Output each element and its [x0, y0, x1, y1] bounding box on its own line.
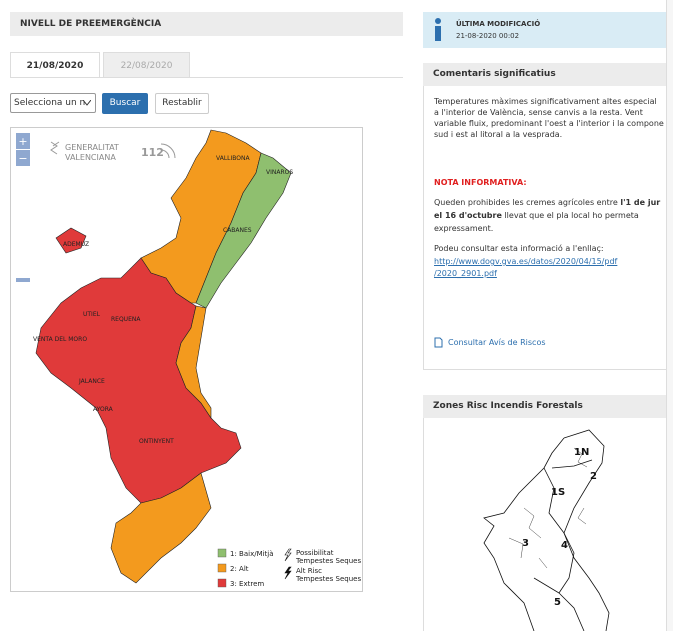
info-box: ÚLTIMA MODIFICACIÓ 21-08-2020 00:02 [423, 12, 673, 48]
text-bold: el 16 d'octubre [434, 211, 502, 220]
logo-icon [50, 141, 60, 155]
map: + − GENERALITAT VALENCIANA 112 VALLIBONA… [10, 127, 363, 592]
text: Queden prohibides les cremes agrícoles e… [434, 198, 621, 207]
divider [10, 77, 403, 78]
logo-text: VALENCIANA [65, 153, 116, 162]
info-date: 21-08-2020 00:02 [456, 32, 520, 40]
zone-label: 4 [561, 540, 568, 551]
storm-label: Tempestes Seques [295, 575, 361, 583]
place-label: AYORA [93, 406, 114, 413]
place-label: VENTA DEL MORO [33, 336, 87, 343]
legend-label: 3: Extrem [230, 580, 264, 588]
coast [563, 429, 610, 631]
caret [83, 100, 91, 106]
logo-waves [160, 143, 176, 159]
place-label: VINAROS [266, 169, 293, 176]
municipal-lines [508, 447, 588, 569]
place-label: CABANES [223, 227, 252, 234]
legend-label: 2: Alt [230, 565, 249, 573]
zones-body: 1N 2 1S 3 4 5 [423, 418, 668, 631]
zone-outlines [483, 429, 610, 631]
zone-lines [533, 459, 593, 631]
text: sud i est al litoral a la vesprada. [434, 130, 563, 139]
text: a l'interior de València, sense canvis a… [434, 108, 643, 117]
place-label: ADEMUZ [63, 241, 89, 248]
scrollbar[interactable] [666, 0, 673, 631]
region-alt [175, 305, 212, 419]
info-title: ÚLTIMA MODIFICACIÓ [456, 20, 541, 28]
panel-title: Comentaris significatius [423, 63, 668, 86]
zone-label: 3 [522, 538, 529, 549]
zoom-in-text: + [18, 135, 27, 148]
zones-map: 1N 2 1S 3 4 5 [483, 429, 610, 631]
zoom-out-text: − [18, 152, 27, 165]
text: llevat que el pla local ho permeta [501, 211, 639, 220]
select-text: Selecciona un n [14, 98, 86, 108]
text: variable fluix, predominant l'oest a l'i… [434, 119, 664, 128]
zoom-in[interactable] [16, 133, 30, 149]
logo-112: 112 [141, 146, 164, 159]
zoom-slider[interactable] [16, 278, 30, 282]
tab[interactable]: 21/08/2020 [10, 52, 100, 78]
legend-swatch [217, 578, 227, 588]
storm-label: Possibilitat [296, 549, 334, 557]
storm-icon [284, 548, 292, 562]
risk-link[interactable]: Consultar Avís de Riscos [448, 338, 546, 347]
search-button[interactable]: Buscar [102, 93, 148, 114]
regions [35, 129, 292, 584]
border [483, 437, 565, 631]
reset-button[interactable]: Restablir [155, 93, 209, 114]
tab[interactable]: 22/08/2020 [103, 52, 190, 78]
zone-label: 5 [554, 597, 561, 608]
region-alt [110, 472, 212, 584]
region-baix [195, 152, 292, 309]
legend-swatch [217, 563, 227, 573]
panel-title: Zones Risc Incendis Forestals [423, 395, 668, 418]
text: Queden prohibides les cremes agrícoles e… [434, 197, 660, 209]
text: Temperatures màximes significativament a… [434, 97, 657, 106]
zone-label: 2 [590, 471, 597, 482]
storm-icon [284, 566, 292, 580]
note-title: NOTA INFORMATIVA: [434, 178, 527, 187]
region-extrem [55, 227, 87, 254]
text-bold: l'1 de jur [620, 198, 661, 207]
place-label: UTIEL [83, 311, 101, 318]
zone-label: 1S [551, 487, 565, 498]
zoom-out[interactable] [16, 150, 30, 166]
storm-label: Tempestes Seques [295, 557, 361, 565]
text: el 16 d'octubre llevat que el pla local … [434, 210, 639, 222]
pdf-icon [434, 337, 443, 348]
select[interactable]: Selecciona un n [10, 93, 96, 113]
text: Podeu consultar esta informació a l'enll… [434, 244, 604, 253]
text: expressament. [434, 224, 494, 233]
link[interactable]: http://www.dogv.gva.es/datos/2020/04/15/… [434, 257, 618, 266]
comments-body: Temperatures màximes significativament a… [423, 86, 668, 370]
zone-label: 1N [574, 447, 589, 458]
map-svg: + − GENERALITAT VALENCIANA 112 VALLIBONA… [16, 129, 361, 588]
place-label: VALLIBONA [216, 155, 251, 162]
logo-text: GENERALITAT [65, 143, 119, 152]
place-label: JALANCE [78, 378, 105, 385]
storm-label: Alt Risc [296, 567, 322, 575]
place-label: ONTINYENT [139, 438, 174, 445]
legend-label: 1: Baix/Mitjà [230, 550, 274, 558]
info-icon [435, 18, 441, 41]
place-label: REQUENA [111, 316, 141, 323]
link[interactable]: /2020_2901.pdf [434, 269, 497, 278]
panel-title: NIVELL DE PREEMERGÈNCIA [10, 12, 403, 36]
legend-swatch [217, 548, 227, 558]
